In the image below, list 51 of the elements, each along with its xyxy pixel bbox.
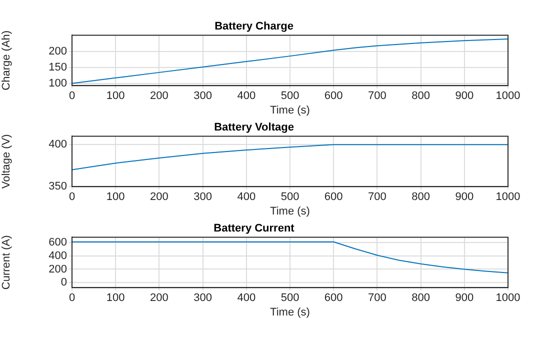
chart-title: Battery Current <box>214 222 295 235</box>
x-tick-label: 400 <box>237 90 256 102</box>
x-tick-label: 700 <box>368 292 386 304</box>
y-tick-label: 200 <box>48 45 67 58</box>
y-tick-label: 600 <box>48 236 67 249</box>
x-tick-label: 600 <box>324 90 343 102</box>
x-tick-label: 800 <box>412 90 430 102</box>
x-axis-title: Time (s) <box>270 104 310 116</box>
y-tick-label: 200 <box>48 263 67 276</box>
x-tick-label: 0 <box>68 191 76 204</box>
x-tick-label: 900 <box>455 292 474 304</box>
x-tick-label: 800 <box>412 191 430 204</box>
y-tick-label: 400 <box>48 250 67 262</box>
x-tick-label: 0 <box>68 90 76 102</box>
x-tick-label: 400 <box>237 191 256 204</box>
x-tick-label: 300 <box>194 191 212 204</box>
y-axis-title: Voltage (V) <box>0 134 13 189</box>
x-tick-label: 500 <box>280 292 300 304</box>
x-axis-title: Time (s) <box>270 306 310 318</box>
y-tick-label: 150 <box>48 61 67 74</box>
x-tick-label: 300 <box>194 90 212 102</box>
x-tick-label: 800 <box>412 292 430 304</box>
y-tick-label: 0 <box>60 276 67 289</box>
y-tick-label: 100 <box>48 77 67 90</box>
x-tick-label: 200 <box>150 90 168 102</box>
x-tick-label: 700 <box>368 90 386 102</box>
x-tick-label: 700 <box>368 191 386 204</box>
x-tick-label: 1000 <box>496 191 520 204</box>
chart-title: Battery Charge <box>214 20 294 33</box>
x-tick-label: 400 <box>237 292 256 304</box>
y-tick-label: 350 <box>48 180 67 193</box>
x-tick-label: 500 <box>280 90 300 102</box>
x-tick-label: 600 <box>324 292 343 304</box>
x-axis-title: Time (s) <box>270 205 310 218</box>
x-tick-label: 600 <box>324 191 343 204</box>
x-tick-label: 100 <box>106 292 125 304</box>
chart-title: Battery Voltage <box>214 122 294 134</box>
x-tick-label: 500 <box>280 191 300 204</box>
x-tick-label: 300 <box>194 292 212 304</box>
y-axis-title: Charge (Ah) <box>0 30 13 90</box>
y-axis-title: Current (A) <box>0 235 13 290</box>
x-tick-label: 1000 <box>496 292 520 304</box>
x-tick-label: 100 <box>106 191 125 204</box>
x-tick-label: 0 <box>68 292 76 304</box>
x-tick-label: 100 <box>106 90 125 102</box>
x-tick-label: 1000 <box>496 90 520 102</box>
x-tick-label: 900 <box>455 90 474 102</box>
x-tick-label: 200 <box>150 292 168 304</box>
y-tick-label: 400 <box>48 138 67 151</box>
x-tick-label: 200 <box>150 191 168 204</box>
x-tick-label: 900 <box>455 191 474 204</box>
